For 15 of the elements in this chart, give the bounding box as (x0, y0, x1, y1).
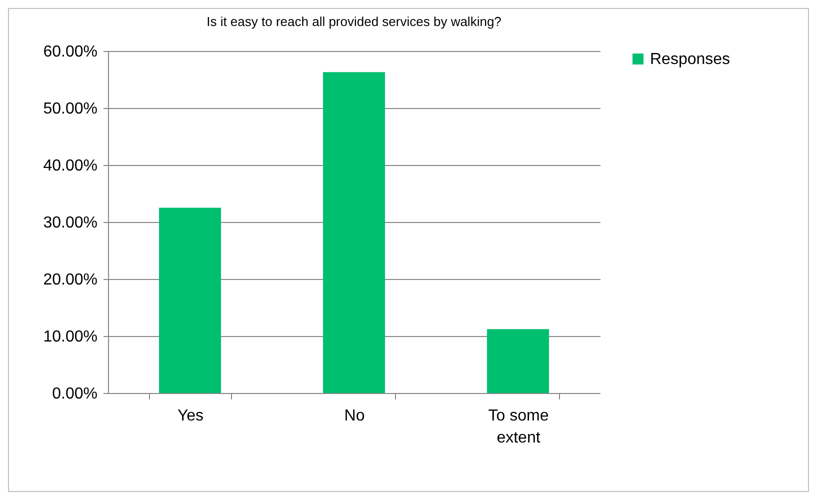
x-tick-label: Yes (177, 408, 204, 424)
y-tick-label: 50.00% (43, 100, 98, 118)
y-tick-label: 0.00% (52, 386, 98, 402)
y-tick-label: 30.00% (43, 214, 98, 232)
y-tick-label: 40.00% (43, 158, 98, 174)
y-tick-label: 10.00% (43, 328, 98, 346)
x-tick-label: No (344, 408, 365, 424)
x-tick-label: To some extent (488, 408, 549, 446)
bar (487, 329, 549, 393)
y-tick-label: 20.00% (43, 272, 98, 288)
legend-label: Responses (650, 51, 730, 68)
bar (159, 208, 221, 393)
chart-title: Is it easy to reach all provided services by walking? (206, 14, 502, 29)
bar (323, 72, 385, 393)
y-tick-label: 60.00% (43, 44, 98, 60)
